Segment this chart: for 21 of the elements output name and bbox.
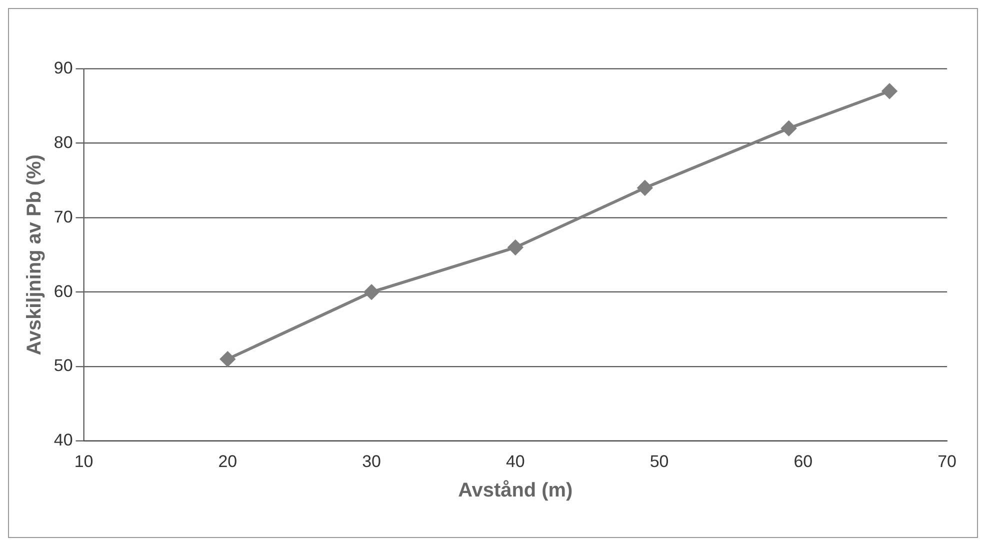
y-tick-label: 60 [54, 282, 73, 301]
x-tick-label: 10 [74, 452, 94, 471]
y-tick-label: 40 [54, 430, 73, 450]
x-tick-label: 50 [650, 452, 669, 471]
point [882, 84, 897, 99]
point [637, 180, 652, 196]
y-tick-label: 90 [54, 58, 73, 78]
y-tick-label: 50 [54, 356, 73, 376]
x-tick-label: 30 [362, 452, 381, 471]
point [220, 352, 236, 367]
x-tick-label: 40 [506, 452, 525, 471]
x-axis-title: Avstånd (m) [458, 480, 573, 502]
point [781, 120, 796, 136]
point [364, 284, 380, 300]
x-tick-label: 60 [794, 452, 813, 471]
y-tick-label: 70 [54, 207, 73, 226]
y-axis-title: Avskiljning av Pb (%) [23, 154, 46, 356]
point [508, 240, 523, 255]
x-tick-label: 20 [218, 452, 238, 471]
x-tick-label: 70 [938, 452, 956, 471]
y-tick-label: 80 [54, 132, 73, 152]
